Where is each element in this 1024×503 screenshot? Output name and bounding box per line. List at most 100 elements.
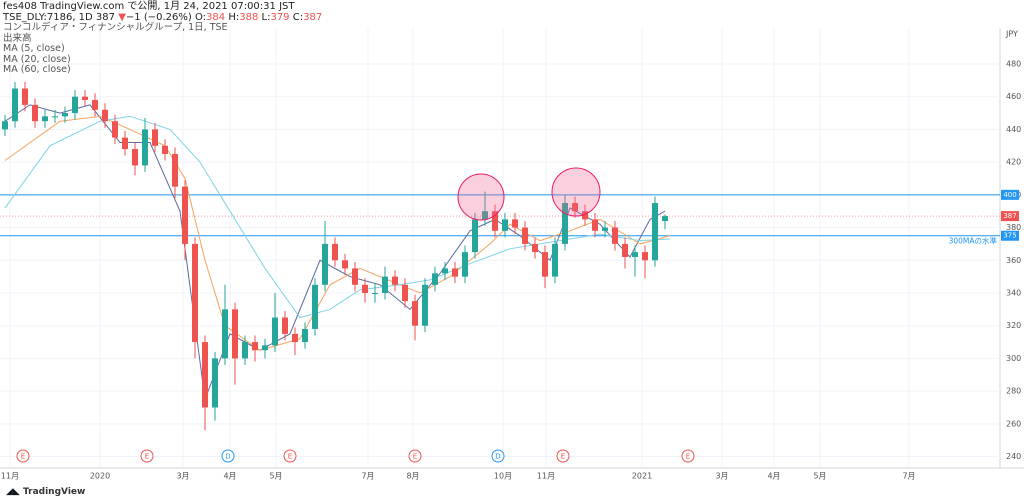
candle-body [342,260,348,269]
candle-body [462,252,468,277]
candle-body [522,227,528,244]
candle-body [392,276,398,285]
candle-body [382,276,388,293]
y-tick-label: 280 [1006,387,1021,396]
x-tick-label: 4月 [223,472,236,481]
ma-line [4,104,666,400]
candle-body [72,96,78,114]
event-label: D [225,453,230,461]
symbol: TSE_DLY:7186, 1D 387 [3,11,116,23]
candle-body [532,243,538,253]
highlight-circle [457,173,505,221]
x-tick-label: 8月 [406,472,419,481]
candle-body [612,227,618,244]
y-tick-label: 300 [1006,354,1021,363]
candle-body [122,137,128,150]
currency: JPY [1005,30,1018,39]
x-tick-label: 11月 [1,472,19,481]
candle-body [172,153,178,187]
legend-text: MA (5, close) [3,43,65,54]
price-box [1001,189,1019,200]
candle-body [262,345,268,351]
candle-body [132,149,138,166]
event-label: E [561,453,565,461]
candle-body [652,203,658,261]
price-box-label: 400 [1003,191,1016,199]
candle-body [52,116,58,118]
x-tick-label: 10月 [494,472,512,481]
event-label: E [686,453,690,461]
candle-body [272,317,278,346]
candle-body [502,219,508,231]
price-box-label: 387 [1003,212,1016,220]
candle-body [252,342,258,351]
event-marker [221,449,235,463]
candle-body [542,252,548,277]
candle-body [202,342,208,408]
candle-body [22,88,28,105]
y-tick-label: 480 [1006,59,1021,68]
ohlc-label: L: [261,11,271,23]
candle-body [152,129,158,146]
candle-body [282,317,288,334]
footer: ◢◣ TradingView [6,487,85,497]
x-tick-label: 2020 [90,472,110,481]
legend-item: MA (5, close) [3,43,322,55]
candle-body [412,301,418,326]
ohlc-value: 384 [206,11,226,23]
candle-body [312,284,318,329]
plot-area [0,28,1000,468]
event-marker [16,449,30,463]
event-marker [556,449,570,463]
candle-body [472,219,478,253]
ohlc-value: 388 [239,11,259,23]
y-tick-label: 360 [1006,256,1021,265]
event-label: E [413,453,417,461]
ohlc: O:384 H:388 L:379 C:387 [195,12,322,23]
symbol-row: TSE_DLY:7186, 1D 387 ▼−1 (−0.26%) O:384 … [3,11,322,24]
candle-body [562,203,568,244]
candle-body [362,284,368,293]
y-tick-label: 340 [1006,288,1021,297]
candle-body [622,243,628,257]
candle-body [232,309,238,359]
y-tick-label: 460 [1006,92,1021,101]
candle-body [42,116,48,122]
candle-body [332,243,338,261]
event-label: E [21,453,25,461]
candle-body [62,113,68,117]
ohlc-label: H: [228,11,240,23]
candle-body [222,309,228,359]
footer-text: TradingView [22,487,86,497]
candle-body [2,121,8,130]
legend-item: MA (20, close) [3,54,322,66]
ohlc-value: 379 [270,11,290,23]
candle-body [602,227,608,231]
y-tick-label: 240 [1006,452,1021,461]
ohlc-label: C: [292,11,304,23]
legend-item: MA (60, close) [3,64,322,76]
candle-body [32,104,38,122]
candle-body [662,216,668,222]
legend: MA (5, close) MA (20, close) MA (60, close… [3,43,322,76]
candle-body [582,211,588,220]
candle-body [422,284,428,326]
x-tick-label: 4月 [767,472,780,481]
price-box [1001,230,1019,241]
x-tick-label: 2021 [632,472,652,481]
candle-body [442,268,448,274]
candle-body [642,252,648,261]
candle-body [592,219,598,231]
event-marker [140,449,154,463]
y-tick-label: 440 [1006,125,1021,134]
logo-icon: ◢◣ [6,487,23,497]
candle-body [302,328,308,343]
candle-body [482,211,488,220]
candle-body [112,121,118,138]
candle-body [402,284,408,302]
event-marker [681,449,695,463]
candle-body [372,292,378,294]
x-tick-label: 7月 [902,472,915,481]
